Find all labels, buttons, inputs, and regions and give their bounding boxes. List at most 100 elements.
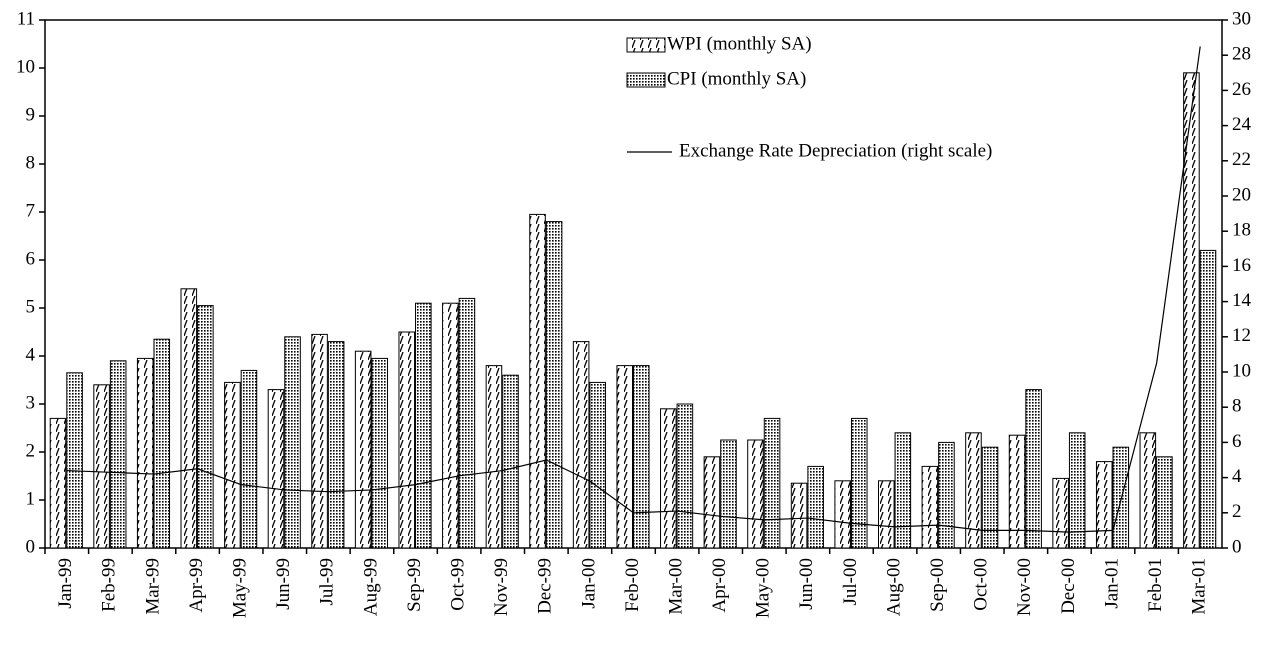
y-tick-label: 5: [26, 296, 36, 317]
bar: [921, 465, 939, 549]
y-tick-label: 9: [26, 104, 36, 125]
legend-label: CPI (monthly SA): [667, 68, 806, 89]
x-tick-label: Apr-99: [186, 558, 207, 613]
bar: [197, 305, 214, 549]
bar: [109, 360, 127, 549]
y-tick-label: 7: [26, 200, 36, 221]
bar: [1139, 432, 1157, 549]
bar: [398, 331, 416, 549]
bar: [1199, 249, 1217, 549]
bar: [442, 302, 459, 549]
bar: [371, 357, 389, 549]
legend: WPI (monthly SA) CPI (monthly SA) Exchange…: [626, 33, 992, 161]
x-tick-label: Feb-00: [622, 558, 643, 612]
y2-tick-label: 26: [1232, 79, 1251, 100]
bar: [572, 341, 590, 549]
bar: [224, 381, 241, 549]
y-tick-label: 0: [26, 536, 36, 557]
bar: [660, 408, 677, 549]
bar: [747, 439, 764, 549]
x-tick-label: Jul-99: [317, 558, 338, 606]
bar: [834, 480, 851, 549]
bar: [1112, 446, 1130, 549]
bar: [49, 417, 67, 549]
x-tick-label: Jun-99: [273, 558, 294, 610]
y2-tick-label: 14: [1232, 290, 1252, 311]
y2-tick-label: 12: [1232, 325, 1251, 346]
y2-tick-label: 28: [1232, 44, 1251, 65]
bar: [965, 432, 982, 549]
bar: [633, 365, 650, 549]
legend-swatch: [626, 37, 666, 53]
x-tick-label: Aug-00: [883, 558, 904, 616]
x-tick-label: Nov-00: [1014, 558, 1035, 616]
bar: [1025, 389, 1042, 549]
legend-label: Exchange Rate Depreciation (right scale): [679, 140, 992, 161]
x-tick-label: Feb-99: [99, 558, 120, 612]
bar: [790, 482, 808, 549]
y2-tick-label: 2: [1232, 501, 1242, 522]
bar: [458, 297, 476, 549]
bar: [415, 302, 432, 549]
x-tick-label: Nov-99: [491, 558, 512, 616]
y2-tick-label: 20: [1232, 184, 1251, 205]
x-tick-label: May-99: [230, 558, 251, 618]
bar: [616, 365, 633, 549]
y2-tick-label: 4: [1232, 466, 1242, 487]
bar: [1052, 477, 1069, 549]
bar: [240, 369, 258, 549]
y-tick-label: 1: [26, 488, 36, 509]
y2-tick-label: 18: [1232, 220, 1251, 241]
y-tick-label: 11: [17, 8, 35, 29]
x-tick-label: Jul-00: [840, 558, 861, 606]
bar: [763, 417, 781, 549]
bar: [981, 446, 999, 549]
bar: [1156, 456, 1173, 549]
bar: [1068, 432, 1086, 549]
x-tick-label: Oct-99: [447, 558, 468, 611]
bar: [1183, 72, 1200, 549]
x-tick-label: Mar-99: [142, 558, 163, 615]
bar: [311, 333, 328, 549]
y2-tick-label: 0: [1232, 536, 1242, 557]
x-tick-label: Dec-00: [1058, 558, 1079, 614]
bar: [938, 441, 955, 549]
bar: [153, 338, 171, 549]
x-tick-label: Aug-99: [360, 558, 381, 616]
bar: [354, 350, 372, 549]
bar: [1095, 461, 1113, 549]
y2-tick-label: 30: [1232, 8, 1251, 29]
x-tick-label: Jan-00: [578, 558, 599, 609]
x-tick-label: Jan-99: [55, 558, 76, 609]
y2-tick-label: 8: [1232, 396, 1242, 417]
bar: [1008, 434, 1026, 549]
x-tick-label: Sep-99: [404, 558, 425, 612]
x-tick-label: Mar-01: [1189, 558, 1210, 615]
y-tick-label: 3: [26, 392, 36, 413]
x-tick-label: Dec-99: [535, 558, 556, 614]
bar: [284, 336, 301, 549]
y2-tick-label: 22: [1232, 149, 1251, 170]
y2-tick-label: 24: [1232, 114, 1252, 135]
bar: [180, 288, 198, 549]
bar: [703, 456, 721, 549]
bar: [502, 374, 519, 549]
y-tick-label: 4: [26, 344, 36, 365]
bar: [136, 357, 154, 549]
y-tick-label: 6: [26, 248, 36, 269]
x-tick-label: May-00: [753, 558, 774, 618]
bar: [529, 213, 546, 549]
bar: [894, 432, 912, 549]
line-series: [66, 46, 1201, 533]
x-tick-label: Apr-00: [709, 558, 730, 613]
y2-tick-label: 10: [1232, 360, 1251, 381]
x-tick-label: Mar-00: [665, 558, 686, 615]
bar: [267, 389, 285, 549]
y2-tick-label: 6: [1232, 431, 1242, 452]
bar: [676, 403, 694, 549]
y-tick-label: 8: [26, 152, 36, 173]
bar: [327, 341, 345, 549]
bar: [545, 221, 563, 549]
x-tick-label: Feb-01: [1145, 558, 1166, 612]
